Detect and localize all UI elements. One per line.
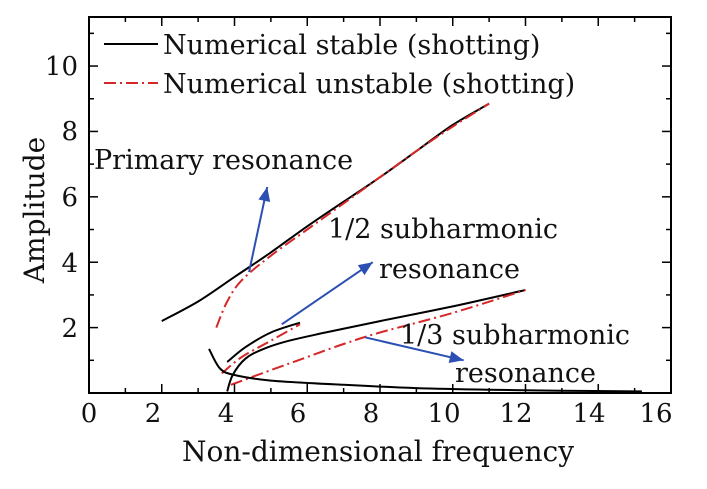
y-tick-labels: 2 4 6 8 10 <box>45 52 78 344</box>
stable-curve-2 <box>226 321 301 363</box>
y-axis-title: Amplitude <box>18 137 51 284</box>
data-curves <box>161 102 642 393</box>
x-tick-label: 0 <box>81 399 98 429</box>
annotation-arrows <box>248 186 464 363</box>
x-tick-label: 4 <box>218 399 235 429</box>
unstable-curve-1 <box>215 102 490 328</box>
y-tick-label: 6 <box>61 183 78 213</box>
annotation-arrow-head <box>357 262 373 276</box>
annotation-primary-resonance: Primary resonance <box>94 145 353 176</box>
legend: Numerical stable (shotting) Numerical un… <box>104 30 575 100</box>
x-tick-label: 2 <box>145 399 162 429</box>
x-tick-label: 10 <box>427 399 460 429</box>
annotation-half-subharmonic: 1/2 subharmonic <box>328 214 558 245</box>
annotation-arrow-head <box>258 187 271 202</box>
axis-ticks <box>88 17 672 393</box>
annotation-third-subharmonic-resonance: resonance <box>455 358 596 389</box>
x-tick-label: 8 <box>363 399 380 429</box>
x-tick-labels: 0 2 4 6 8 10 12 14 16 <box>81 399 673 429</box>
annotation-half-subharmonic-resonance: resonance <box>379 254 520 285</box>
y-tick-label: 4 <box>61 249 78 279</box>
annotation-arrow-shaft <box>248 186 269 273</box>
legend-label-stable: Numerical stable (shotting) <box>163 30 540 61</box>
x-tick-label: 16 <box>639 399 672 429</box>
y-tick-label: 10 <box>45 52 78 82</box>
x-tick-label: 6 <box>290 399 307 429</box>
legend-label-unstable: Numerical unstable (shotting) <box>163 69 575 100</box>
unstable-curve-5 <box>230 289 526 386</box>
x-tick-label: 12 <box>499 399 532 429</box>
annotation-arrow-head <box>448 351 464 363</box>
annotation-arrow-shaft <box>365 336 464 362</box>
x-tick-label: 14 <box>572 399 605 429</box>
stable-curve-4 <box>226 289 526 392</box>
unstable-curve-3 <box>221 323 301 375</box>
stable-curve-6 <box>208 348 642 393</box>
x-axis-title: Non-dimensional frequency <box>182 435 574 468</box>
y-tick-label: 8 <box>61 117 78 147</box>
y-tick-label: 2 <box>61 314 78 344</box>
stable-curve-0 <box>161 102 490 322</box>
annotation-arrow-shaft <box>281 261 374 326</box>
annotation-third-subharmonic: 1/3 subharmonic <box>400 320 630 351</box>
